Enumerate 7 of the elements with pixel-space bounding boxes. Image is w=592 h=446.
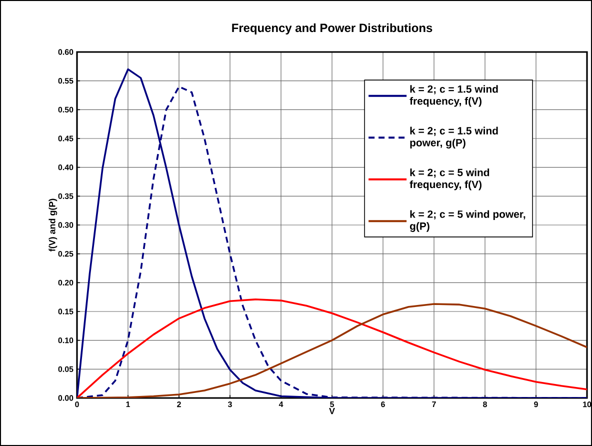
chart-title: Frequency and Power Distributions — [232, 23, 432, 34]
legend-label: k = 2; c = 1.5 wind frequency, f(V) — [410, 85, 498, 107]
legend-label: k = 2; c = 5 wind frequency, f(V) — [410, 168, 490, 190]
y-axis-title: f(V) and g(P) — [48, 198, 58, 252]
legend-label: k = 2; c = 1.5 wind power, g(P) — [410, 126, 498, 149]
x-axis-title: V — [329, 408, 335, 414]
legend-label: k = 2; c = 5 wind power, g(P) — [410, 210, 526, 232]
